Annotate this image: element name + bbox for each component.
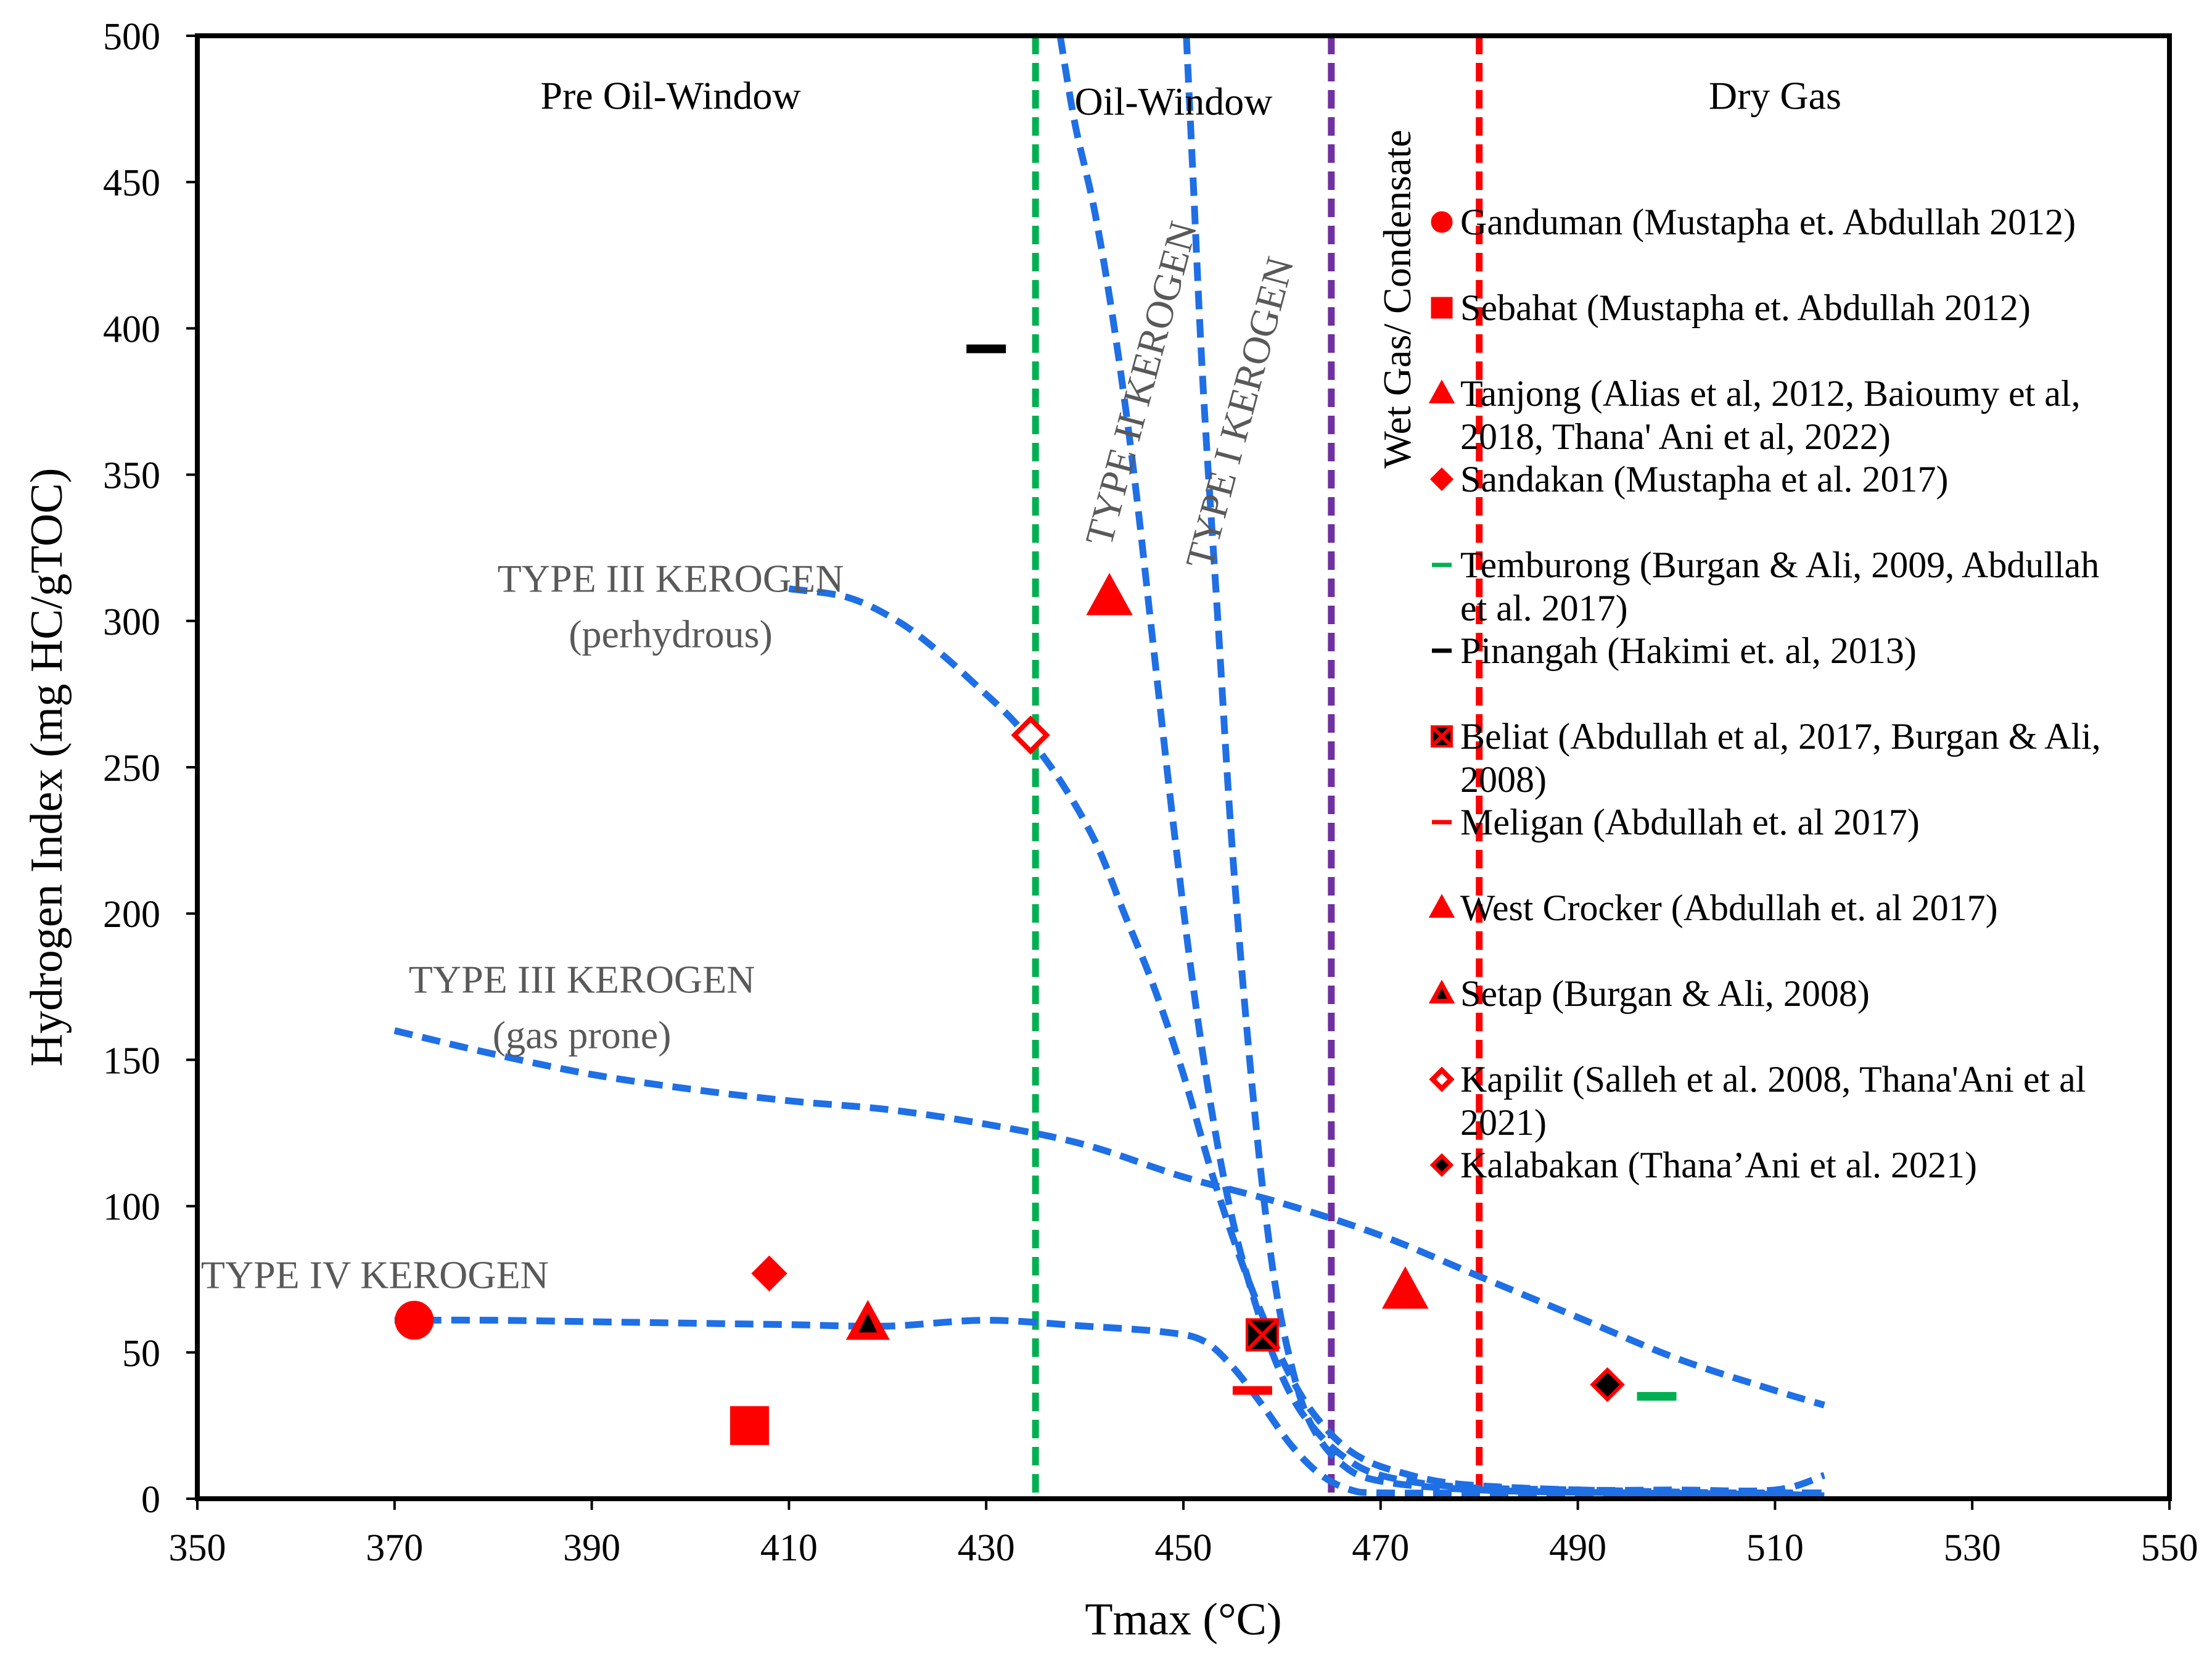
legend-label: Meligan (Abdullah et. al 2017) (1460, 802, 1920, 842)
legend-label: Temburong (Burgan & Ali, 2009, Abdullah (1460, 545, 2099, 585)
legend-entry: Tanjong (Alias et al, 2012, Baioumy et a… (1428, 373, 2081, 457)
point (751, 1255, 787, 1291)
legend-label: West Crocker (Abdullah et. al 2017) (1460, 888, 1998, 928)
y-tick-label: 450 (103, 162, 160, 204)
legend-label: Beliat (Abdullah et al, 2017, Burgan & A… (1460, 716, 2101, 757)
legend-entry: Ganduman (Mustapha et. Abdullah 2012) (1431, 202, 2076, 242)
legend-label: et al. 2017) (1460, 588, 1628, 628)
y-tick-label: 200 (103, 894, 160, 936)
legend-marker (1430, 725, 1453, 748)
x-tick-label: 430 (958, 1527, 1015, 1569)
point (966, 344, 1006, 353)
point (730, 1406, 769, 1445)
point (1011, 715, 1050, 755)
kerogen-curve (394, 1316, 1825, 1497)
x-tick-label: 490 (1549, 1527, 1606, 1569)
kerogen-curves (393, 35, 1826, 1499)
legend-label: 2008) (1460, 759, 1547, 800)
axes: 350 370 390 410 430 450 470 490 510 530 550 0 50 100 1… (103, 16, 2198, 1569)
legend-label: Kapilit (Salleh et al. 2008, Thana'Ani e… (1460, 1059, 2086, 1100)
legend-label: Setap (Burgan & Ali, 2008) (1460, 973, 1870, 1014)
point (1086, 572, 1133, 616)
zone-label: Pre Oil-Window (540, 74, 800, 118)
legend-entry: Kalabakan (Thana’Ani et al. 2021) (1429, 1145, 1977, 1185)
kerogen-label: TYPE III KEROGEN (498, 556, 844, 600)
y-tick-label: 50 (122, 1333, 160, 1375)
y-tick-label: 400 (103, 308, 160, 350)
y-tick-label: 500 (103, 16, 160, 58)
x-tick-label: 370 (366, 1527, 423, 1569)
legend-entry: Kapilit (Salleh et al. 2008, Thana'Ani e… (1429, 1059, 2086, 1143)
legend-marker (1429, 1066, 1455, 1092)
y-tick-label: 0 (141, 1479, 160, 1521)
point (1590, 1367, 1625, 1403)
legend-label: Pinangah (Hakimi et. al, 2013) (1460, 630, 1917, 671)
legend-label: Kalabakan (Thana’Ani et al. 2021) (1460, 1145, 1977, 1185)
kerogen-curve (788, 585, 1826, 1495)
zone-label: Dry Gas (1709, 74, 1841, 118)
kerogen-label: (gas prone) (493, 1013, 672, 1057)
legend-entry: Beliat (Abdullah et al, 2017, Burgan & A… (1430, 716, 2101, 800)
legend-marker (1432, 648, 1452, 653)
x-axis-title: Tmax (°C) (1085, 1594, 1281, 1645)
legend-marker (1429, 467, 1454, 492)
legend-marker (1432, 820, 1452, 825)
point (845, 1300, 890, 1340)
legend-label: Ganduman (Mustapha et. Abdullah 2012) (1460, 202, 2076, 242)
point (1637, 1391, 1677, 1401)
legend-marker (1429, 1153, 1454, 1177)
legend-marker (1431, 211, 1453, 233)
x-tick-label: 350 (169, 1527, 226, 1569)
legend-entry: West Crocker (Abdullah et. al 2017) (1428, 888, 1998, 928)
legend: Ganduman (Mustapha et. Abdullah 2012) Seb… (1428, 202, 2101, 1185)
x-tick-label: 390 (563, 1527, 620, 1569)
legend-entry: Temburong (Burgan & Ali, 2009, Abdullahe… (1432, 545, 2099, 628)
legend-marker (1428, 894, 1455, 918)
legend-label: 2021) (1460, 1102, 1547, 1143)
y-axis-title: Hydrogen Index (mg HC/gTOC) (22, 468, 72, 1067)
y-tick-label: 350 (103, 455, 160, 497)
legend-label: Tanjong (Alias et al, 2012, Baioumy et a… (1460, 373, 2081, 414)
legend-entry: Setap (Burgan & Ali, 2008) (1428, 973, 1870, 1014)
y-tick-label: 300 (103, 601, 160, 643)
legend-entry: Pinangah (Hakimi et. al, 2013) (1432, 630, 1917, 671)
legend-marker (1431, 297, 1453, 319)
y-tick-label: 250 (103, 748, 160, 789)
legend-entry: Sandakan (Mustapha et al. 2017) (1429, 459, 1948, 500)
legend-entry: Meligan (Abdullah et. al 2017) (1432, 802, 1920, 842)
kerogen-label: TYPE III KEROGEN (409, 957, 755, 1001)
zone-label: Oil-Window (1075, 80, 1273, 123)
x-tick-label: 470 (1352, 1527, 1409, 1569)
kerogen-curve (393, 1027, 1825, 1409)
legend-label: 2018, Thana' Ani et al, 2022) (1460, 416, 1891, 457)
y-tick-label: 150 (103, 1040, 160, 1082)
data-points (395, 344, 1677, 1445)
x-tick-label: 410 (760, 1527, 818, 1569)
legend-marker (1428, 979, 1455, 1003)
x-tick-label: 510 (1746, 1527, 1804, 1569)
legend-marker (1432, 562, 1452, 567)
legend-entry: Sebahat (Mustapha et. Abdullah 2012) (1431, 287, 2031, 328)
legend-label: Sandakan (Mustapha et al. 2017) (1460, 459, 1948, 500)
x-tick-label: 530 (1944, 1527, 2001, 1569)
x-tick-label: 550 (2141, 1527, 2198, 1569)
annotations: Pre Oil-Window Oil-Window Wet Gas/ Condens… (201, 74, 1841, 1297)
kerogen-label: (perhydrous) (569, 612, 773, 656)
kerogen-label: TYPE IV KEROGEN (201, 1253, 549, 1296)
y-tick-label: 100 (103, 1187, 160, 1229)
point (1382, 1266, 1429, 1309)
legend-label: Sebahat (Mustapha et. Abdullah 2012) (1460, 287, 2031, 328)
x-tick-label: 450 (1155, 1527, 1212, 1569)
legend-marker (1428, 379, 1455, 403)
zone-label: Wet Gas/ Condensate (1375, 130, 1419, 468)
point (1232, 1386, 1272, 1395)
kerogen-label: TYPE II KEROGEN (1077, 217, 1205, 550)
point (395, 1301, 434, 1340)
point (1245, 1318, 1280, 1352)
